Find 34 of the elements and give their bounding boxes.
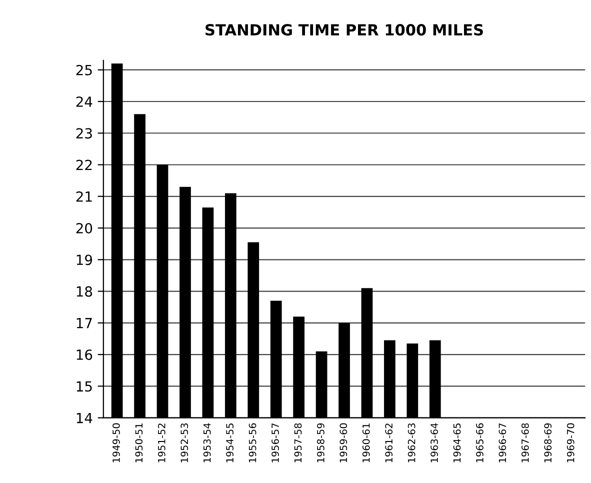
- y-tick-label: 21: [76, 191, 92, 202]
- x-tick-label: 1954-55: [226, 424, 234, 462]
- y-tick-label: 17: [76, 318, 92, 328]
- x-tick-label: 1967-68: [521, 423, 529, 462]
- x-tick-label: 1950-51: [135, 424, 143, 462]
- x-tick-label: 1957-58: [294, 423, 302, 462]
- x-tick-label: 1962-63: [408, 423, 416, 462]
- y-tick-label: 24: [76, 96, 92, 107]
- x-tick-label: 1952-53: [180, 423, 188, 462]
- x-tick-label: 1956-57: [272, 423, 279, 462]
- y-tick-label: 19: [76, 254, 92, 266]
- y-tick-label: 16: [76, 350, 92, 360]
- y-tick-label: 18: [76, 286, 92, 297]
- y-tick-label: 20: [76, 222, 92, 234]
- x-tick-label: 1958-59: [317, 423, 324, 462]
- y-tick-label: 15: [76, 381, 92, 392]
- x-tick-label: 1964-65: [453, 424, 461, 462]
- x-tick-label: 1965-66: [476, 423, 484, 462]
- x-tick-label: 1953-54: [203, 423, 211, 462]
- x-tick-label: 1966-67: [498, 423, 506, 462]
- x-tick-label: 1968-69: [544, 423, 552, 462]
- x-tick-label: 1963-64: [430, 423, 438, 462]
- x-tick-label: 1960-61: [362, 424, 370, 462]
- x-tick-label: 1949-50: [112, 423, 120, 462]
- y-tick-label: 23: [76, 128, 92, 139]
- x-tick-label: 1959-60: [340, 423, 348, 462]
- x-tick-label: 1969-70: [566, 423, 574, 462]
- x-tick-label: 1955-56: [248, 423, 256, 462]
- y-tick-label: 25: [76, 64, 92, 76]
- x-tick-label: 1951-52: [158, 424, 166, 462]
- chart-title: STANDING TIME PER 1000 MILES: [206, 24, 483, 36]
- y-tick-label: 22: [76, 160, 92, 170]
- y-tick-label: 14: [76, 412, 92, 424]
- x-tick-label: 1961-62: [385, 424, 393, 462]
